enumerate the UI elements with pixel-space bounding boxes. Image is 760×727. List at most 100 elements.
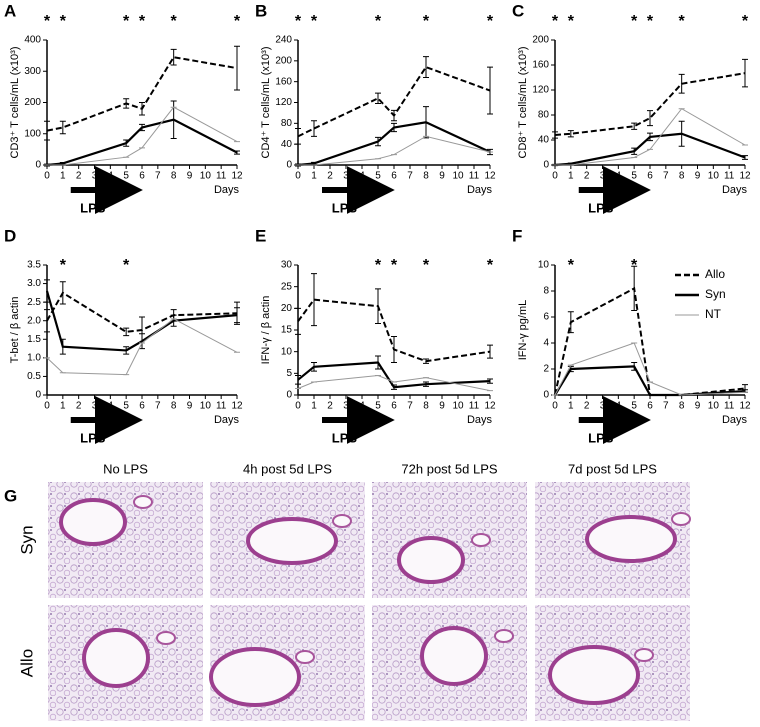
x-tick-label: 6	[391, 401, 397, 412]
panel-letter: E	[255, 226, 266, 245]
significance-star: *	[375, 13, 382, 30]
error-bar	[631, 362, 638, 371]
series-line	[297, 361, 491, 389]
x-tick-label: 10	[452, 171, 464, 182]
error-bar	[311, 273, 317, 327]
x-tick-label: 11	[469, 171, 480, 182]
y-tick-label: 0	[35, 390, 41, 401]
x-axis-label: Days	[722, 184, 748, 196]
error-bar	[375, 288, 381, 324]
y-tick-label: 0.5	[27, 371, 41, 382]
x-tick-label: 4	[616, 171, 622, 182]
row-label: Allo	[17, 649, 36, 677]
x-tick-label: 6	[391, 171, 397, 182]
series-line	[46, 318, 238, 376]
x-tick-label: 5	[375, 401, 381, 412]
y-tick-label: 1.5	[27, 334, 41, 345]
significance-star: *	[311, 13, 318, 30]
y-tick-label: 15	[281, 325, 293, 336]
error-bar	[311, 362, 317, 372]
error-bar	[234, 45, 240, 91]
x-tick-label: 1	[60, 171, 66, 182]
x-tick-label: 11	[216, 401, 227, 412]
airway	[59, 498, 127, 546]
y-axis-label: T-bet / β actin	[9, 297, 21, 364]
legend-label: Syn	[705, 287, 726, 301]
x-tick-label: 9	[439, 171, 445, 182]
significance-star: *	[423, 257, 430, 274]
x-tick-label: 10	[200, 171, 212, 182]
x-tick-label: 4	[108, 171, 114, 182]
error-bar	[375, 136, 381, 147]
error-bar	[391, 109, 397, 122]
error-bar	[647, 110, 653, 127]
x-tick-label: 11	[724, 171, 735, 182]
y-tick-label: 0	[35, 160, 41, 171]
error-bar	[123, 327, 130, 337]
error-bar	[375, 355, 381, 370]
airway	[397, 536, 465, 584]
x-tick-label: 5	[631, 401, 637, 412]
y-tick-label: 240	[275, 35, 292, 46]
significance-star: *	[234, 13, 241, 30]
panel-letter: D	[4, 226, 16, 245]
x-tick-label: 10	[708, 401, 720, 412]
histology-panel: G No LPS 4h post 5d LPS 72h post 5d LPS 7d …	[4, 461, 691, 721]
x-tick-label: 12	[484, 401, 496, 412]
significance-star: *	[552, 13, 559, 30]
x-tick-label: 6	[139, 401, 145, 412]
y-tick-label: 160	[532, 60, 549, 71]
x-tick-label: 2	[76, 401, 82, 412]
error-bar	[742, 155, 748, 160]
x-tick-label: 4	[359, 171, 365, 182]
x-tick-label: 2	[327, 401, 333, 412]
x-tick-label: 10	[708, 171, 720, 182]
significance-star: *	[742, 13, 749, 30]
error-bar	[487, 344, 493, 359]
error-bar	[487, 378, 493, 384]
significance-star: *	[647, 13, 654, 30]
y-tick-label: 200	[532, 35, 549, 46]
y-tick-label: 2.5	[27, 297, 41, 308]
significance-star: *	[487, 257, 494, 274]
error-bar	[170, 48, 177, 66]
error-bar	[631, 122, 638, 130]
x-tick-label: 9	[439, 401, 445, 412]
airway	[209, 647, 301, 707]
error-bar	[44, 309, 50, 333]
error-bar	[567, 311, 574, 334]
treatment-label: LPS	[80, 200, 106, 215]
y-tick-label: 3.0	[27, 278, 41, 289]
series-line	[298, 135, 491, 166]
series-line	[297, 121, 491, 167]
y-tick-label: 80	[281, 118, 293, 129]
error-bar	[59, 281, 66, 305]
treatment-label: LPS	[332, 430, 358, 445]
x-tick-label: 6	[647, 171, 653, 182]
panel-letter: F	[512, 226, 522, 245]
legend-label: Allo	[705, 267, 725, 281]
x-tick-label: 5	[123, 171, 129, 182]
panel-letter: G	[4, 486, 17, 505]
x-tick-label: 9	[187, 171, 193, 182]
y-tick-label: 200	[24, 97, 41, 108]
row-label: Syn	[17, 525, 36, 554]
series-line	[554, 72, 746, 136]
error-bar	[742, 58, 748, 88]
series-line	[554, 286, 746, 396]
panel-letter: A	[4, 1, 16, 20]
error-bar	[139, 333, 145, 350]
error-bar	[234, 307, 240, 324]
error-bar	[487, 66, 493, 115]
error-bar	[631, 147, 638, 155]
x-tick-label: 3	[92, 171, 98, 182]
series-line	[46, 291, 238, 333]
x-tick-label: 0	[552, 171, 558, 182]
y-axis-label: CD3⁺ T cells/mL (x10³)	[9, 47, 21, 159]
significance-star: *	[631, 13, 638, 30]
vessel	[156, 631, 176, 645]
significance-star: *	[375, 257, 382, 274]
x-tick-label: 11	[724, 401, 735, 412]
error-bar	[170, 314, 177, 327]
significance-star: *	[423, 13, 430, 30]
